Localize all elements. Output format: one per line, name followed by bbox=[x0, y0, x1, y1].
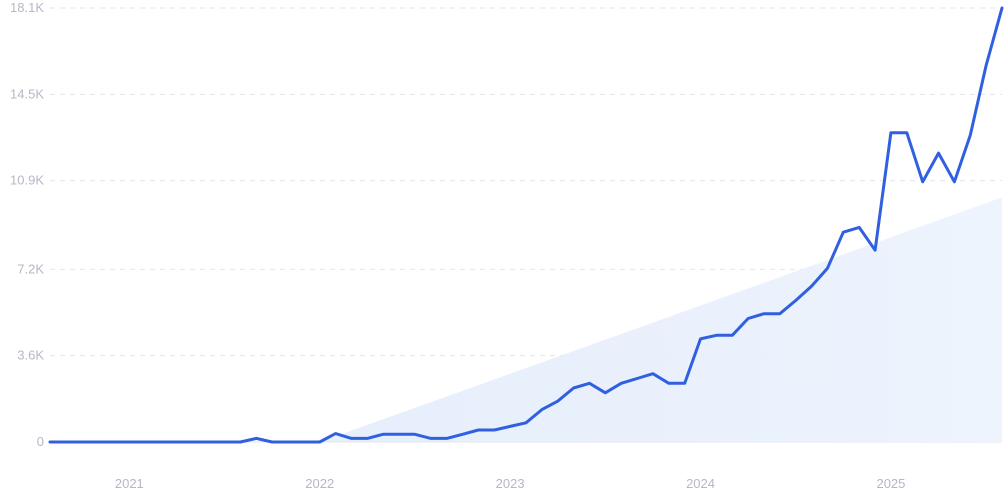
x-tick-label: 2022 bbox=[305, 476, 334, 491]
trend-wedge bbox=[319, 197, 1002, 442]
series-line bbox=[48, 6, 1004, 444]
x-tick-label: 2021 bbox=[115, 476, 144, 491]
y-tick-label: 10.9K bbox=[10, 173, 44, 188]
trend-area bbox=[319, 197, 1002, 442]
y-tick-label: 3.6K bbox=[17, 348, 44, 363]
y-tick-label: 18.1K bbox=[10, 0, 44, 15]
y-tick-label: 7.2K bbox=[17, 261, 44, 276]
y-tick-label: 14.5K bbox=[10, 86, 44, 101]
x-tick-label: 2025 bbox=[876, 476, 905, 491]
x-axis-ticks: 2021 2022 2023 2024 2025 bbox=[115, 476, 906, 491]
series-lines bbox=[48, 6, 1004, 444]
y-axis-ticks: 0 3.6K 7.2K 10.9K 14.5K 18.1K bbox=[10, 0, 44, 449]
y-tick-label: 0 bbox=[37, 434, 44, 449]
x-tick-label: 2023 bbox=[496, 476, 525, 491]
x-tick-label: 2024 bbox=[686, 476, 715, 491]
